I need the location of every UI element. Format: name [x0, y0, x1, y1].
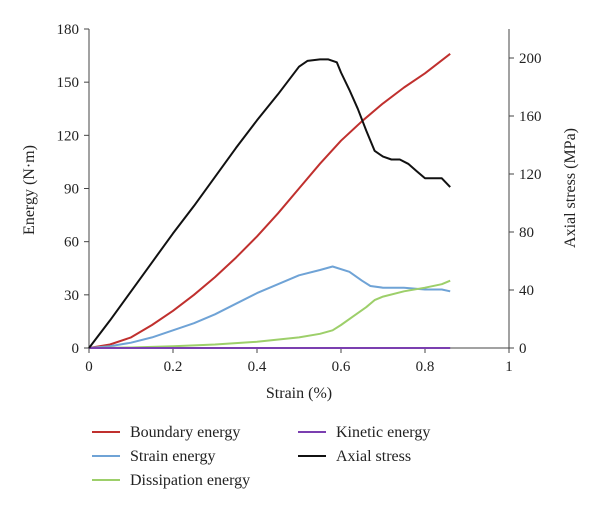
series-line-strain-energy [88, 265, 451, 349]
x-tick-label: 0.8 [416, 359, 435, 375]
series-line-axial-stress [88, 58, 451, 349]
y-left-tick-label: 0 [72, 341, 80, 357]
x-tick-label: 0.4 [248, 359, 267, 375]
y-right-tick-label: 0 [519, 341, 527, 357]
x-tick-label: 0.6 [332, 359, 351, 375]
y-left-tick-label: 30 [64, 288, 79, 304]
y-left-tick-label: 60 [64, 235, 79, 251]
legend-item-kinetic-energy: Kinetic energy [298, 424, 430, 441]
series-lines [88, 53, 451, 349]
y-right-tick-label: 200 [519, 51, 542, 67]
legend-item-dissipation-energy: Dissipation energy [92, 472, 250, 489]
series-line-boundary-energy [88, 53, 451, 349]
y-right-tick-label: 80 [519, 225, 534, 241]
legend-item-axial-stress: Axial stress [298, 448, 411, 465]
series-line-dissipation-energy [88, 279, 451, 349]
x-tick-label: 0.2 [164, 359, 183, 375]
x-tick-label: 1 [505, 359, 513, 375]
legend-item-strain-energy: Strain energy [92, 448, 215, 465]
legend-item-boundary-energy: Boundary energy [92, 424, 240, 441]
y-axis-title-right: Axial stress (MPa) [562, 128, 579, 248]
legend-label: Axial stress [336, 448, 411, 465]
y-axis-title-left: Energy (N·m) [21, 145, 38, 235]
legend-label: Kinetic energy [336, 424, 430, 441]
y-right-tick-label: 40 [519, 283, 534, 299]
plot-area: 0 0.2 0.4 0.6 0.8 103060901201501800408012016… [57, 22, 542, 375]
y-left-tick-label: 90 [64, 182, 79, 198]
y-left-tick-label: 120 [57, 128, 80, 144]
legend: Boundary energy Kinetic energy Strain ener… [92, 424, 430, 489]
x-axis-title: Strain (%) [266, 385, 332, 402]
legend-label: Strain energy [130, 448, 215, 465]
y-right-tick-label: 160 [519, 109, 542, 125]
y-left-tick-label: 150 [57, 75, 80, 91]
x-tick-label: 0 [85, 359, 93, 375]
y-right-tick-label: 120 [519, 167, 542, 183]
y-left-tick-label: 180 [57, 22, 80, 38]
legend-label: Boundary energy [130, 424, 240, 441]
legend-label: Dissipation energy [130, 472, 250, 489]
ticks: 0 0.2 0.4 0.6 0.8 103060901201501800408012016… [57, 22, 542, 375]
